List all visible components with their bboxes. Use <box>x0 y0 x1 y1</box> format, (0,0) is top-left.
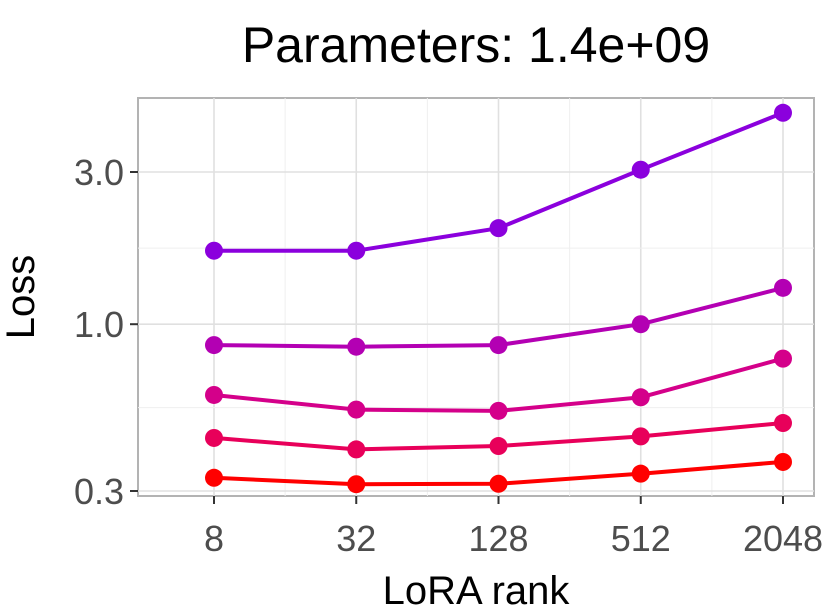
data-point <box>205 428 223 447</box>
series-5 <box>205 452 792 494</box>
data-point <box>774 278 792 297</box>
y-tick-label: 3.0 <box>74 152 124 193</box>
series-2 <box>205 278 792 356</box>
data-point <box>347 337 366 356</box>
x-axis: 8 32 128 512 2048 <box>204 496 823 559</box>
data-point <box>205 468 223 487</box>
chart-title: Parameters: 1.4e+09 <box>242 17 710 73</box>
x-tick-label: 32 <box>336 518 376 559</box>
data-point <box>347 400 366 419</box>
data-point <box>631 315 650 334</box>
data-point <box>631 388 650 407</box>
x-tick-label: 2048 <box>743 518 823 559</box>
data-point <box>489 401 508 420</box>
data-point <box>774 452 792 471</box>
data-point <box>774 103 792 122</box>
grid-lines <box>138 98 814 496</box>
data-point <box>489 474 508 493</box>
data-point <box>631 160 650 179</box>
series-lines <box>205 103 792 494</box>
series-3 <box>205 349 792 420</box>
data-point <box>347 475 366 494</box>
x-tick-label: 512 <box>611 518 671 559</box>
data-point <box>205 241 223 260</box>
data-point <box>774 349 792 368</box>
x-tick-label: 8 <box>204 518 224 559</box>
y-tick-label: 0.3 <box>74 471 124 512</box>
data-point <box>489 437 508 456</box>
data-point <box>774 414 792 433</box>
data-point <box>631 464 650 483</box>
x-axis-title: LoRA rank <box>383 569 571 613</box>
data-point <box>205 336 223 355</box>
x-tick-label: 128 <box>468 518 528 559</box>
data-point <box>489 219 508 238</box>
data-point <box>347 440 366 459</box>
series-1 <box>205 103 792 260</box>
y-tick-label: 1.0 <box>74 304 124 345</box>
y-axis: 0.3 1.0 3.0 <box>74 152 138 512</box>
data-point <box>205 385 223 404</box>
plot-panel <box>137 97 815 497</box>
series-4 <box>205 414 792 459</box>
y-axis-title: Loss <box>0 255 43 340</box>
data-point <box>347 241 366 260</box>
data-point <box>631 427 650 446</box>
data-point <box>489 336 508 355</box>
